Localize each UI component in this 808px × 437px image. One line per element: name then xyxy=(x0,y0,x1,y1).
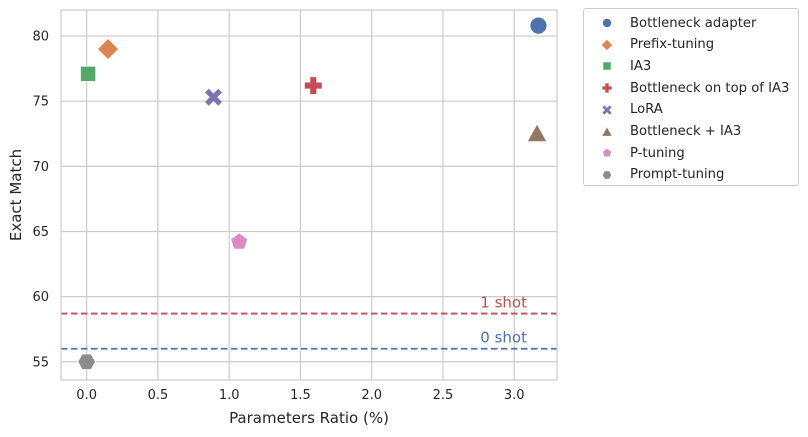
reference-lines: 1 shot 0 shot xyxy=(61,294,557,350)
x-axis-label: Parameters Ratio (%) xyxy=(229,409,389,427)
data-point xyxy=(77,353,97,370)
legend-marker xyxy=(600,38,614,52)
data-point xyxy=(529,16,548,35)
x-tick-label: 0.0 xyxy=(76,388,97,403)
legend-marker xyxy=(602,83,612,93)
x-tick-label: 2.0 xyxy=(361,388,382,403)
legend-marker xyxy=(602,105,612,115)
legend-label: Prefix-tuning xyxy=(630,37,715,53)
legend-marker xyxy=(601,147,613,158)
data-point xyxy=(96,37,120,61)
legend-label: P-tuning xyxy=(630,145,685,161)
legend-label: Bottleneck adapter xyxy=(630,15,757,31)
legend-item: IA3 xyxy=(584,55,651,77)
legend-label: Bottleneck + IA3 xyxy=(630,124,742,139)
legend-label: Prompt-tuning xyxy=(630,167,725,183)
data-point xyxy=(304,77,322,95)
reference-line-label: 0 shot xyxy=(480,329,527,347)
y-tick-label: 55 xyxy=(32,355,49,370)
legend-marker xyxy=(602,18,612,28)
x-tick-labels: 0.0 0.5 1.0 1.5 2.0 2.5 3.0 xyxy=(76,388,524,403)
legend-item: LoRA xyxy=(584,99,663,121)
reference-line-label: 1 shot xyxy=(480,294,527,312)
data-point xyxy=(230,232,249,250)
legend-item: Prompt-tuning xyxy=(584,164,724,186)
legend-item: Bottleneck + IA3 xyxy=(584,121,741,143)
x-tick-label: 1.5 xyxy=(290,388,311,403)
x-tick-label: 0.5 xyxy=(148,388,169,403)
data-points xyxy=(77,16,548,370)
legend-item: Prefix-tuning xyxy=(584,34,714,56)
legend-label: LoRA xyxy=(630,102,663,118)
data-point xyxy=(526,123,548,142)
gridlines xyxy=(61,10,557,380)
plot-background xyxy=(61,10,557,380)
legend-item: Bottleneck adapter xyxy=(584,12,756,34)
x-tick-label: 3.0 xyxy=(504,388,525,403)
y-tick-label: 65 xyxy=(32,225,49,240)
legend-item: P-tuning xyxy=(584,142,685,164)
y-tick-label: 75 xyxy=(32,95,49,110)
legend: Bottleneck adapter Prefix-tuning IA3 Bottle… xyxy=(583,8,799,186)
y-tick-label: 80 xyxy=(32,30,49,45)
y-tick-label: 60 xyxy=(32,290,49,305)
legend-marker xyxy=(601,170,613,180)
legend-label: IA3 xyxy=(630,58,652,74)
y-tick-label: 70 xyxy=(32,160,49,175)
legend-marker xyxy=(602,61,612,71)
x-tick-label: 2.5 xyxy=(433,388,454,403)
x-tick-label: 1.0 xyxy=(219,388,240,403)
y-axis-label: Exact Match xyxy=(7,149,25,241)
plot-frame xyxy=(60,9,558,381)
data-point xyxy=(205,88,222,106)
y-tick-labels: 55 60 65 70 75 80 xyxy=(32,30,49,371)
legend-label: Bottleneck on top of IA3 xyxy=(630,80,790,96)
legend-item: Bottleneck on top of IA3 xyxy=(584,77,789,99)
data-point xyxy=(80,65,97,82)
legend-marker xyxy=(601,125,613,137)
